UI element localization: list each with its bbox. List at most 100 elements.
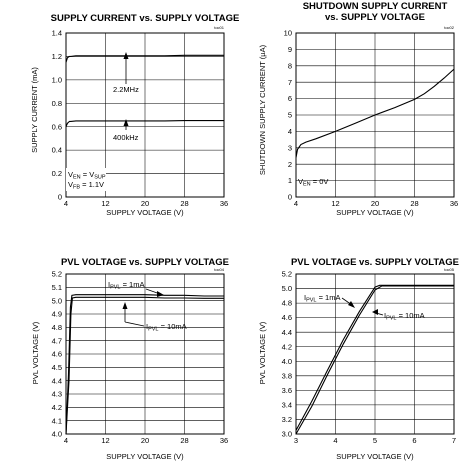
x-tick-label: 28	[180, 199, 188, 208]
y-tick-label: 0.4	[52, 146, 62, 155]
condition-vfb: VFB = 1.1V	[68, 180, 104, 191]
condition-ven: VEN = VSUP	[68, 170, 106, 181]
y-tick-label: 4.9	[52, 310, 62, 319]
y-tick-label: 5.2	[52, 270, 62, 279]
y-tick-label: 5.0	[52, 296, 62, 305]
x-tick-label: 4	[333, 436, 337, 445]
y-tick-label: 7	[288, 78, 292, 87]
condition-ven: VEN = 0V	[298, 177, 328, 188]
y-tick-label: 0.6	[52, 122, 62, 131]
x-tick-label: 12	[101, 199, 109, 208]
y-tick-label: 3.0	[282, 430, 292, 439]
y-axis-label: PVL VOLTAGE (V)	[258, 321, 267, 384]
series-line-2	[65, 120, 224, 127]
x-axis-label: SUPPLY VOLTAGE (V)	[106, 208, 184, 217]
plot-frame	[65, 273, 225, 435]
x-tick-label: 6	[412, 436, 416, 445]
y-tick-label: 1.0	[52, 75, 62, 84]
y-tick-label: 5.1	[52, 283, 62, 292]
x-tick-label: 20	[141, 436, 149, 445]
annotation-ipvl-10ma: IPVL = 10mA	[384, 311, 425, 322]
annotation-400khz: 400kHz	[113, 133, 139, 142]
y-tick-label: 3	[288, 143, 292, 152]
y-tick-label: 6	[288, 94, 292, 103]
x-axis-label: SUPPLY VOLTAGE (V)	[336, 452, 414, 461]
arrowhead-1ma	[157, 291, 164, 297]
series-line-2	[65, 296, 224, 435]
y-tick-label: 3.2	[282, 415, 292, 424]
y-tick-label: 5.2	[282, 270, 292, 279]
chart-pvl-voltage-wide: PVL VOLTAGE vs. SUPPLY VOLTAGE toc04 SUP…	[31, 257, 229, 461]
x-tick-label: 28	[410, 199, 418, 208]
x-tick-label: 20	[371, 199, 379, 208]
y-tick-label: 2	[288, 160, 292, 169]
y-tick-label: 4.6	[52, 350, 62, 359]
y-tick-label: 4.7	[52, 336, 62, 345]
y-tick-label: 3.4	[282, 401, 292, 410]
chart-title: SHUTDOWN SUPPLY CURRENT	[303, 1, 448, 12]
chart-code: toc04	[214, 267, 225, 272]
series-line-1	[295, 284, 454, 431]
plot-frame	[65, 32, 225, 198]
conditions-box: VEN = VSUP VFB = 1.1V	[68, 170, 106, 191]
y-tick-label: 3.8	[282, 371, 292, 380]
y-axis-label: SUPPLY CURRENT (mA)	[30, 67, 39, 153]
x-tick-label: 12	[101, 436, 109, 445]
series-line-2	[295, 285, 454, 435]
y-tick-label: 0	[288, 193, 292, 202]
y-tick-label: 0.2	[52, 169, 62, 178]
chart-supply-current: SUPPLY CURRENT vs. SUPPLY VOLTAGE toc01 …	[30, 13, 239, 217]
arrowhead-1ma	[348, 301, 355, 308]
y-tick-label: 5.0	[282, 284, 292, 293]
y-tick-label: 4.2	[52, 403, 62, 412]
x-tick-label: 36	[450, 199, 458, 208]
y-tick-label: 8	[288, 61, 292, 70]
y-tick-label: 4.2	[282, 342, 292, 351]
y-tick-label: 4.6	[282, 313, 292, 322]
y-tick-label: 4.0	[282, 357, 292, 366]
y-tick-label: 1.4	[52, 29, 62, 38]
chart-shutdown-current: SHUTDOWN SUPPLY CURRENT vs. SUPPLY VOLTA…	[258, 1, 458, 217]
x-tick-label: 12	[331, 199, 339, 208]
y-axis-label: PVL VOLTAGE (V)	[31, 321, 40, 384]
y-tick-label: 9	[288, 45, 292, 54]
y-tick-label: 10	[284, 29, 292, 38]
chart-pvl-voltage-narrow: PVL VOLTAGE vs. SUPPLY VOLTAGE toc05 SUP…	[258, 257, 459, 461]
x-tick-label: 4	[64, 199, 68, 208]
conditions-box-bg	[66, 168, 106, 191]
y-tick-label: 5	[288, 111, 292, 120]
y-tick-label: 4.4	[52, 376, 62, 385]
x-tick-label: 5	[373, 436, 377, 445]
y-tick-label: 4.4	[282, 328, 292, 337]
y-tick-label: 4.1	[52, 416, 62, 425]
x-tick-label: 4	[64, 436, 68, 445]
y-tick-label: 0.8	[52, 99, 62, 108]
y-tick-label: 4.0	[52, 430, 62, 439]
y-tick-label: 4.8	[52, 323, 62, 332]
chart-title: SUPPLY CURRENT vs. SUPPLY VOLTAGE	[51, 13, 240, 24]
y-tick-label: 1.2	[52, 52, 62, 61]
y-tick-label: 4.8	[282, 299, 292, 308]
annotation-ipvl-1ma: IPVL = 1mA	[108, 280, 144, 291]
plot-frame	[295, 32, 455, 198]
x-tick-label: 20	[141, 199, 149, 208]
y-tick-label: 4.3	[52, 390, 62, 399]
chart-title: PVL VOLTAGE vs. SUPPLY VOLTAGE	[291, 257, 459, 268]
chart-code: toc02	[444, 25, 455, 30]
chart-code: toc01	[214, 25, 225, 30]
x-tick-label: 36	[220, 199, 228, 208]
plot-frame	[295, 273, 455, 435]
arrow-10ma	[124, 321, 145, 327]
y-tick-label: 4	[288, 127, 292, 136]
series-line-1	[65, 294, 224, 435]
arrowhead-400khz	[123, 119, 129, 126]
x-tick-label: 28	[180, 436, 188, 445]
series-line-1	[295, 68, 455, 158]
annotation-ipvl-1ma: IPVL = 1mA	[304, 293, 340, 304]
annotation-ipvl-10ma: IPVL = 10mA	[146, 322, 187, 333]
x-tick-label: 4	[294, 199, 298, 208]
chart-title: PVL VOLTAGE vs. SUPPLY VOLTAGE	[61, 257, 229, 268]
annotation-2-2mhz: 2.2MHz	[113, 85, 139, 94]
arrowhead-10ma	[122, 302, 128, 309]
